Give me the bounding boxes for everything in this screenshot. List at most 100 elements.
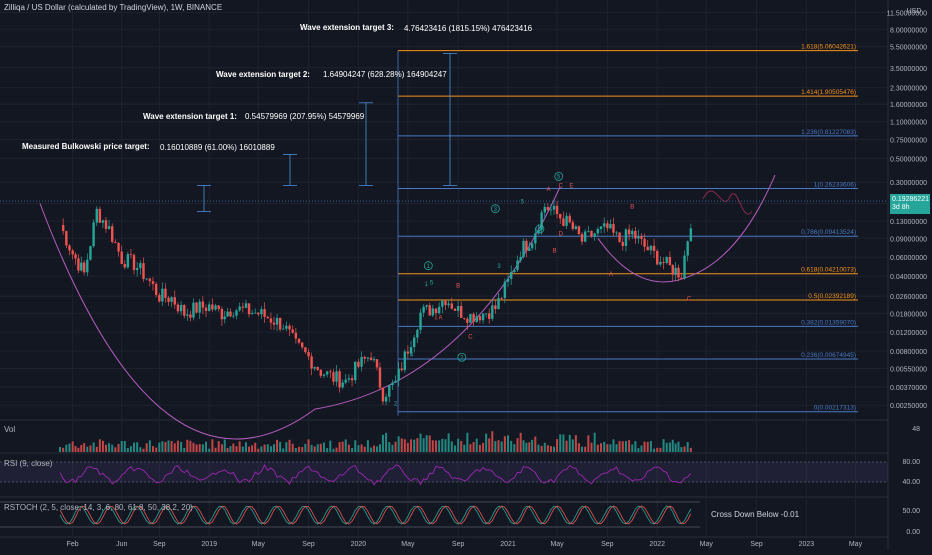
candle-body bbox=[372, 359, 376, 361]
volume-bar bbox=[238, 441, 241, 452]
time-tick-label: Sep bbox=[452, 541, 465, 548]
candle-body bbox=[167, 297, 170, 302]
volume-bar bbox=[596, 444, 599, 452]
candle-body bbox=[528, 248, 531, 251]
candle-body bbox=[269, 318, 273, 323]
volume-bar bbox=[201, 444, 204, 452]
volume-bar bbox=[68, 443, 71, 452]
candle-body bbox=[217, 305, 220, 309]
candle-body bbox=[350, 378, 354, 381]
volume-bar bbox=[587, 435, 590, 452]
candle-body bbox=[341, 382, 344, 388]
rsi-pane-label: RSI (9, close) bbox=[4, 459, 53, 468]
candle-body bbox=[316, 367, 319, 370]
price-tick-label: 0.13000000 bbox=[890, 219, 927, 226]
volume-bar bbox=[139, 447, 142, 452]
volume-bar bbox=[628, 440, 631, 452]
candle-body bbox=[580, 234, 584, 242]
candle-body bbox=[516, 260, 519, 270]
wave-label: B bbox=[630, 204, 634, 210]
volume-bar bbox=[241, 446, 244, 452]
candle-body bbox=[677, 267, 680, 278]
volume-bar bbox=[549, 446, 552, 452]
volume-bar bbox=[656, 447, 659, 452]
volume-bar bbox=[263, 444, 266, 452]
candle-body bbox=[506, 278, 510, 282]
candle-body bbox=[281, 328, 285, 330]
volume-bar bbox=[453, 445, 456, 452]
candle-body bbox=[214, 305, 217, 310]
candle-body bbox=[223, 316, 226, 320]
candle-body bbox=[662, 261, 665, 263]
volume-bar bbox=[272, 444, 275, 452]
price-tick-label: 0.04000000 bbox=[890, 274, 927, 281]
volume-bar bbox=[95, 446, 98, 452]
time-tick-label: 2019 bbox=[201, 541, 217, 548]
candle-body bbox=[602, 223, 606, 227]
candle-body bbox=[450, 303, 454, 309]
wave-label: 1 bbox=[427, 264, 431, 270]
candle-body bbox=[596, 228, 600, 234]
candle-body bbox=[665, 256, 668, 263]
candle-body bbox=[363, 356, 366, 359]
volume-bar bbox=[341, 441, 344, 452]
candle-body bbox=[307, 352, 310, 357]
rsi-tick-label: 80.00 bbox=[902, 459, 920, 466]
volume-bar bbox=[391, 444, 394, 452]
candle-body bbox=[583, 231, 587, 242]
volume-bar bbox=[208, 448, 211, 452]
candle-body bbox=[671, 264, 674, 275]
candle-body bbox=[406, 351, 410, 354]
candle-body bbox=[80, 262, 83, 271]
volume-bar bbox=[173, 443, 176, 452]
candle-body bbox=[686, 241, 689, 256]
candle-body bbox=[615, 232, 618, 234]
candle-body bbox=[568, 215, 571, 223]
candle-body bbox=[238, 306, 241, 311]
fib-level-label: 0.618(0.04210073) bbox=[801, 267, 856, 274]
fib-level-label: 0(0.00217313) bbox=[814, 405, 856, 412]
candle-body bbox=[338, 371, 341, 388]
time-tick-label: May bbox=[700, 541, 714, 548]
candle-body bbox=[549, 209, 553, 211]
volume-bar bbox=[556, 439, 559, 452]
volume-bar bbox=[108, 443, 111, 452]
candle-body bbox=[403, 351, 407, 371]
volume-bar bbox=[460, 441, 463, 452]
candle-body bbox=[488, 313, 491, 319]
volume-bar bbox=[640, 445, 643, 452]
volume-bar bbox=[217, 441, 220, 452]
rsi-band bbox=[0, 462, 888, 482]
fib-level-label: 0.236(0.00674945) bbox=[801, 352, 856, 359]
candle-body bbox=[65, 231, 68, 246]
price-tick-label: 0.01200000 bbox=[890, 330, 927, 337]
volume-bar bbox=[475, 438, 478, 452]
candle-body bbox=[646, 246, 649, 251]
candle-body bbox=[680, 277, 683, 279]
candle-body bbox=[491, 305, 494, 319]
volume-bar bbox=[354, 440, 357, 452]
candle-body bbox=[126, 254, 130, 268]
volume-bar bbox=[683, 446, 686, 452]
candle-body bbox=[552, 205, 556, 210]
volume-bar bbox=[223, 439, 226, 452]
candle-body bbox=[384, 396, 388, 402]
volume-bar bbox=[689, 447, 692, 452]
candle-body bbox=[354, 361, 357, 381]
volume-bar bbox=[668, 442, 671, 452]
candle-body bbox=[565, 215, 568, 226]
candle-body bbox=[369, 357, 373, 361]
volume-bar bbox=[294, 447, 297, 452]
candle-body bbox=[195, 302, 198, 313]
wave-label: C bbox=[687, 296, 692, 302]
volume-bar bbox=[151, 446, 154, 452]
candle-body bbox=[366, 357, 370, 359]
time-tick-label: Sep bbox=[750, 541, 763, 548]
volume-bar bbox=[347, 444, 350, 452]
candle-body bbox=[540, 212, 543, 230]
volume-bar bbox=[123, 441, 126, 452]
wave-label: E bbox=[569, 184, 573, 190]
volume-bar bbox=[214, 447, 217, 452]
volume-bar bbox=[438, 440, 441, 452]
